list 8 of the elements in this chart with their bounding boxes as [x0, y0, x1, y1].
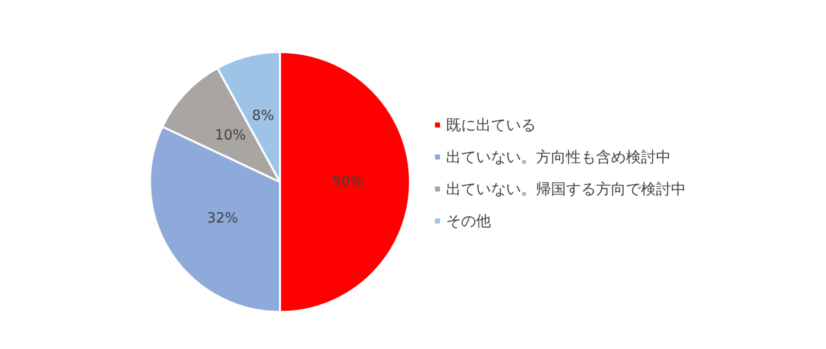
legend-label: 出ていない。方向性も含め検討中	[446, 148, 671, 166]
data-label: 8%	[252, 108, 274, 124]
legend-label: その他	[446, 212, 491, 230]
data-label: 10%	[214, 127, 246, 144]
data-label: 32%	[207, 210, 238, 226]
data-label: 50%	[332, 174, 364, 190]
legend-label: 出ていない。帰国する方向で検討中	[446, 180, 686, 198]
legend-label: 既に出ている	[446, 116, 536, 134]
